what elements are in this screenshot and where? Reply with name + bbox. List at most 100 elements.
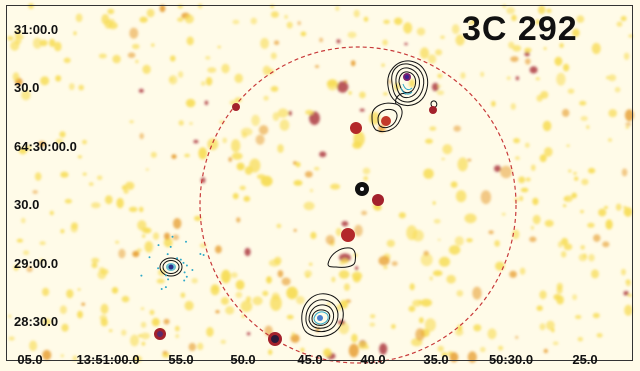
noise-speckle [625,279,631,287]
noise-speckle [115,240,120,244]
noise-speckle [64,198,72,204]
speckle-dot [157,267,160,270]
noise-speckle [438,256,451,267]
noise-speckle [515,156,520,160]
noise-speckle [370,314,376,319]
noise-speckle [123,189,129,194]
noise-speckle [408,305,416,312]
noise-speckle [394,17,403,25]
noise-speckle [108,329,113,332]
noise-speckle [142,234,146,238]
noise-speckle [561,237,569,246]
noise-speckle [480,346,486,353]
noise-speckle [561,251,567,258]
noise-speckle [38,140,46,147]
noise-speckle [423,250,429,256]
noise-speckle [151,317,160,327]
noise-speckle [164,232,170,240]
ra-tick-label: 25.0 [572,352,598,367]
noise-speckle [525,177,531,182]
noise-speckle [621,168,628,177]
noise-speckle [529,66,538,74]
noise-speckle [424,318,436,332]
noise-speckle [23,250,30,256]
noise-speckle [614,87,621,93]
noise-speckle [75,13,83,23]
noise-speckle [436,90,445,96]
noise-speckles [7,3,634,363]
noise-speckle [348,343,359,358]
noise-speckle [571,192,577,199]
noise-speckle [510,103,516,110]
noise-speckle [132,43,140,50]
noise-speckle [404,42,408,46]
noise-speckle [608,74,617,82]
noise-speckle [243,195,251,202]
noise-speckle [304,171,313,178]
noise-speckle [532,214,541,225]
noise-speckle [563,196,568,202]
noise-speckle [341,221,349,227]
noise-speckle [107,8,115,15]
noise-speckle [198,147,208,160]
noise-speckle [177,4,183,9]
noise-speckle [32,190,38,194]
noise-speckle [139,16,148,23]
noise-speckle [266,276,272,284]
noise-speckle [60,354,64,358]
noise-speckle [350,60,356,67]
speckle-dot [183,279,186,282]
noise-speckle [241,132,248,139]
noise-speckle [25,145,32,151]
dec-tick-label: 30.0 [14,80,40,95]
noise-speckle [255,134,265,145]
speckle-dot [165,274,167,277]
noise-speckle [55,75,62,82]
noise-speckle [409,283,415,291]
noise-speckle [464,213,477,224]
noise-speckle [628,34,633,38]
noise-speckle [291,331,295,337]
left-source-speckles [140,235,205,290]
noise-speckle [602,241,610,248]
noise-speckle [309,111,320,125]
noise-speckle [596,333,603,338]
noise-speckle [111,287,119,294]
noise-speckle [624,304,633,316]
noise-speckle [406,225,418,241]
noise-speckle [34,172,42,181]
noise-speckle [431,82,439,92]
noise-speckle [353,9,360,18]
noise-speckle [480,71,485,77]
noise-speckle [519,267,526,275]
speckle-dot [160,288,163,290]
noise-speckle [276,223,282,229]
noise-speckle [455,190,467,203]
noise-speckle [591,42,601,55]
noise-speckle [138,88,144,93]
noise-speckle [20,35,24,39]
noise-speckle [55,138,64,144]
speckle-dot [176,257,179,260]
noise-speckle [440,35,445,39]
noise-speckle [172,234,179,241]
noise-speckle [175,334,179,339]
noise-speckle [432,270,443,277]
noise-speckle [519,195,524,202]
noise-speckle [563,243,573,251]
noise-speckle [132,250,140,258]
noise-speckle [29,340,38,352]
noise-speckle [171,154,177,160]
noise-speckle [335,227,342,237]
noise-speckle [554,56,563,66]
noise-speckle [568,169,572,173]
noise-speckle [40,258,44,263]
ra-tick-label: 35.0 [423,352,449,367]
noise-speckle [450,181,458,188]
noise-speckle [525,142,530,148]
noise-speckle [42,287,50,297]
dec-tick-label: 29:00.0 [14,256,59,271]
speckle-dot [157,244,160,247]
noise-speckle [236,162,245,171]
noise-speckle [178,71,184,78]
